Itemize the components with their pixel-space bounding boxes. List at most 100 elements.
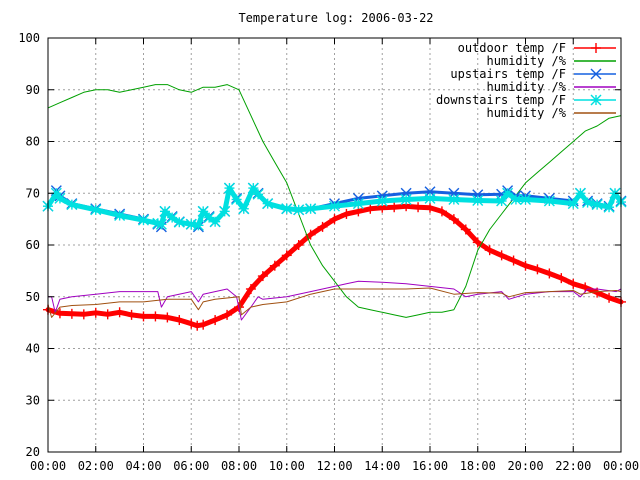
data-point	[66, 199, 78, 211]
data-point	[166, 212, 178, 224]
data-point	[192, 219, 204, 231]
data-point	[245, 283, 256, 294]
data-point	[472, 195, 484, 206]
data-point	[114, 210, 126, 221]
data-point	[496, 195, 508, 207]
legend-label: humidity /%	[487, 106, 567, 120]
data-point	[460, 224, 471, 235]
legend-label: outdoor temp /F	[458, 41, 566, 55]
legend-marker	[591, 43, 601, 53]
data-point	[365, 203, 376, 214]
x-tick-label: 06:00	[173, 459, 209, 473]
x-tick-label: 04:00	[125, 459, 161, 473]
legend-label: upstairs temp /F	[450, 67, 566, 81]
data-point	[425, 202, 435, 213]
x-tick-label: 00:00	[603, 459, 639, 473]
x-tick-label: 20:00	[507, 459, 543, 473]
data-point	[231, 193, 243, 205]
data-point	[532, 264, 543, 275]
data-point	[508, 255, 519, 266]
x-tick-label: 22:00	[555, 459, 591, 473]
data-point	[173, 216, 185, 228]
data-point	[138, 311, 149, 322]
x-tick-label: 18:00	[460, 459, 496, 473]
legend-label: downstairs temp /F	[436, 93, 566, 107]
data-point	[209, 216, 221, 228]
x-tick-label: 02:00	[78, 459, 114, 473]
x-tick-label: 16:00	[412, 459, 448, 473]
data-point	[203, 212, 215, 224]
data-point	[543, 195, 555, 207]
data-point	[317, 221, 328, 232]
series-line-3	[47, 280, 622, 321]
data-point	[376, 195, 388, 207]
data-point	[389, 202, 400, 213]
data-point	[126, 309, 137, 320]
x-tick-label: 12:00	[316, 459, 352, 473]
data-point	[150, 311, 161, 322]
data-point	[186, 318, 197, 329]
chart-title: Temperature log: 2006-03-22	[238, 11, 433, 25]
data-point	[269, 260, 280, 271]
data-point	[281, 203, 293, 215]
data-point	[448, 214, 459, 225]
data-point	[568, 278, 579, 289]
data-point	[223, 182, 235, 194]
data-point	[257, 271, 268, 282]
data-point	[66, 308, 77, 319]
data-point	[567, 198, 579, 210]
x-tick-label: 00:00	[30, 459, 66, 473]
data-point	[305, 229, 316, 240]
data-point	[102, 309, 113, 320]
data-point	[582, 197, 594, 209]
x-tick-label: 08:00	[221, 459, 257, 473]
legend-label: humidity /%	[487, 54, 567, 68]
y-tick-label: 100	[18, 31, 40, 45]
y-tick-label: 80	[26, 135, 40, 149]
data-point	[520, 193, 531, 205]
x-tick-label: 10:00	[269, 459, 305, 473]
data-point	[496, 250, 507, 261]
data-point	[222, 309, 233, 320]
data-point	[293, 204, 305, 216]
y-tick-label: 20	[26, 445, 40, 459]
y-tick-label: 50	[26, 290, 40, 304]
data-point	[502, 187, 514, 199]
data-point	[54, 308, 65, 319]
data-point	[448, 193, 460, 205]
data-point	[90, 204, 102, 216]
data-point	[54, 192, 66, 204]
data-point	[424, 192, 436, 204]
data-point	[90, 307, 101, 318]
data-point	[484, 245, 495, 256]
data-point	[293, 240, 304, 250]
data-point	[352, 198, 364, 210]
data-point	[329, 200, 340, 212]
data-point	[155, 218, 167, 230]
data-point	[510, 193, 522, 205]
y-tick-label: 90	[26, 83, 40, 97]
data-point	[138, 214, 149, 226]
legend-label: humidity /%	[487, 80, 567, 94]
data-point	[198, 319, 209, 330]
y-tick-label: 60	[26, 238, 40, 252]
data-point	[591, 199, 603, 211]
data-point	[436, 206, 447, 217]
axis-ticks: 20 30 40 50 60 70 80 90 100 00:00 02:00 04:00 06:00 0…	[18, 31, 639, 473]
data-point	[603, 201, 615, 213]
data-point	[604, 292, 615, 303]
data-point	[114, 307, 125, 318]
data-point	[247, 182, 259, 194]
data-point	[219, 205, 231, 217]
data-point	[544, 268, 555, 279]
y-tick-label: 30	[26, 393, 40, 407]
data-point	[341, 208, 352, 219]
data-point	[162, 312, 173, 323]
legend-marker	[590, 68, 602, 80]
series-line-1	[47, 84, 622, 318]
y-tick-label: 40	[26, 342, 40, 356]
series-layer	[42, 84, 627, 331]
data-point	[413, 202, 424, 213]
data-point	[305, 203, 317, 215]
